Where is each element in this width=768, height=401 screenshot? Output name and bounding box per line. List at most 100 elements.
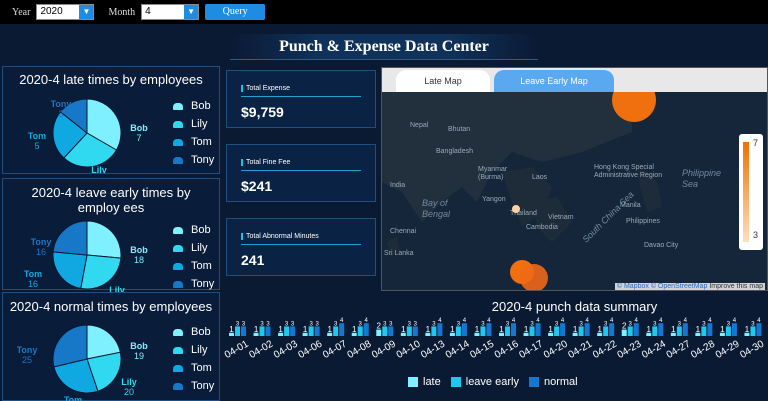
legend-item-lily[interactable]: Lily xyxy=(173,341,214,359)
bar-leave-early-04-20 xyxy=(554,326,560,336)
bar-data-label: 4 xyxy=(610,318,614,324)
legend-normal[interactable]: normal xyxy=(528,376,578,388)
legend-label: Tony xyxy=(191,154,215,166)
kpi-value: $241 xyxy=(241,178,273,194)
bar-late-04-21 xyxy=(572,332,578,336)
scale-min: 3 xyxy=(753,230,759,240)
bar-data-label: 3 xyxy=(506,321,510,327)
pie-slice-bob xyxy=(86,220,122,259)
bar-leave-early-04-30 xyxy=(750,326,756,336)
map-label: Vietnam xyxy=(548,214,574,221)
bar-leave-early-04-24 xyxy=(652,326,658,336)
pie-label-value: 19 xyxy=(134,351,144,361)
legend-item-tom[interactable]: Tom xyxy=(173,257,214,275)
bar-data-label: 4 xyxy=(365,318,369,324)
bar-normal-04-23 xyxy=(633,323,639,336)
legend-item-tony[interactable]: Tony xyxy=(173,377,214,395)
map-label: Myanmar (Burma) xyxy=(478,166,508,181)
normal-pie-chart: Bob19Lily20Tom23Tony25 xyxy=(17,324,148,401)
late-pie-chart: Bob7Lily6Tom5Tony3 xyxy=(28,98,148,173)
bar-late-04-08 xyxy=(351,332,357,336)
bar-data-label: 4 xyxy=(561,318,565,324)
legend-item-tom[interactable]: Tom xyxy=(173,133,214,151)
pie-label-name: Lily xyxy=(109,285,125,293)
bar-data-label: 2 xyxy=(377,322,382,331)
bar-data-label: 3 xyxy=(432,321,436,327)
pie-slice-lily xyxy=(63,132,118,168)
scale-max: 7 xyxy=(753,138,759,148)
bar-data-label: 3 xyxy=(291,321,295,327)
legend-item-tom[interactable]: Tom xyxy=(173,359,214,377)
pie-label-name: Lily xyxy=(121,377,137,387)
bar-data-label: 1 xyxy=(426,325,431,334)
x-tick-label: 04-09 xyxy=(370,338,398,361)
bar-data-label: 3 xyxy=(653,321,657,327)
legend-item-tony[interactable]: Tony xyxy=(173,151,214,169)
bar-normal-04-02 xyxy=(265,326,271,336)
bar-data-label: 3 xyxy=(285,321,289,327)
legend-item-bob[interactable]: Bob xyxy=(173,221,214,239)
bar-data-label: 3 xyxy=(457,321,461,327)
legend-item-bob[interactable]: Bob xyxy=(173,97,214,115)
chevron-down-icon[interactable]: ▼ xyxy=(184,5,199,19)
bar-leave-early-04-21 xyxy=(578,326,584,336)
x-tick-label: 04-24 xyxy=(640,338,668,361)
chevron-down-icon[interactable]: ▼ xyxy=(79,5,94,19)
bar-data-label: 4 xyxy=(635,318,639,324)
month-select[interactable]: 4 ▼ xyxy=(141,4,200,20)
legend-leave-early[interactable]: leave early xyxy=(450,376,519,388)
bar-data-label: 4 xyxy=(536,318,540,324)
map-label: Chennai xyxy=(390,228,417,235)
bar-late-04-02 xyxy=(253,332,259,336)
legend-item-lily[interactable]: Lily xyxy=(173,115,214,133)
osm-link[interactable]: © OpenStreetMap xyxy=(650,283,708,290)
x-tick-label: 04-07 xyxy=(321,338,349,361)
legend-swatch xyxy=(173,226,183,234)
bar-data-label: 3 xyxy=(629,321,633,327)
bar-data-label: 3 xyxy=(678,321,682,327)
x-tick-label: 04-16 xyxy=(493,338,521,361)
mapbox-link[interactable]: © Mapbox xyxy=(616,283,649,290)
bar-data-label: 2 xyxy=(622,322,627,331)
bar-data-label: 4 xyxy=(708,318,712,324)
legend-swatch xyxy=(173,244,183,252)
legend-swatch xyxy=(408,377,418,387)
x-tick-label: 04-15 xyxy=(468,338,496,361)
bar-data-label: 4 xyxy=(684,318,688,324)
pie-label-value: 16 xyxy=(36,247,46,257)
pie-label-name: Lily xyxy=(91,165,107,173)
legend-swatch xyxy=(528,377,539,387)
bar-leave-early-04-09 xyxy=(382,326,388,336)
bar-leave-early-04-13 xyxy=(431,326,437,336)
improve-map-link[interactable]: Improve this map xyxy=(709,283,763,290)
bar-late-04-14 xyxy=(449,332,455,336)
bar-normal-04-15 xyxy=(486,323,492,336)
legend-item-bob[interactable]: Bob xyxy=(173,323,214,341)
bar-data-label: 3 xyxy=(266,321,270,327)
bar-data-label: 4 xyxy=(733,318,737,324)
tab-late-map[interactable]: Late Map xyxy=(396,70,490,92)
year-select[interactable]: 2020 ▼ xyxy=(36,4,95,20)
legend-swatch xyxy=(173,120,183,128)
summary-title: 2020-4 punch data summary xyxy=(491,299,658,314)
bar-normal-04-06 xyxy=(314,326,320,336)
kpi-total-fine-fee: Total Fine Fee $241 xyxy=(226,144,376,202)
bar-data-label: 4 xyxy=(757,318,761,324)
color-scale: 7 3 xyxy=(739,134,763,250)
pie-slice-lily xyxy=(86,351,122,392)
query-button[interactable]: Query xyxy=(205,4,266,20)
bar-data-label: 1 xyxy=(303,325,308,334)
month-value: 4 xyxy=(145,6,151,17)
bar-data-label: 1 xyxy=(327,325,332,334)
tab-leave-early-map[interactable]: Leave Early Map xyxy=(494,70,614,92)
bar-normal-04-01 xyxy=(241,326,246,336)
legend-item-tony[interactable]: Tony xyxy=(173,275,214,293)
map-view[interactable]: Nepal Bhutan Bangladesh India Myanmar (B… xyxy=(382,92,767,290)
bar-leave-early-04-15 xyxy=(480,326,486,336)
map-attribution: © Mapbox © OpenStreetMap Improve this ma… xyxy=(614,283,765,290)
bar-normal-04-03 xyxy=(290,326,296,336)
legend-swatch xyxy=(173,280,183,288)
legend-late[interactable]: late xyxy=(408,376,441,388)
pie-label-value: 25 xyxy=(22,355,32,365)
legend-item-lily[interactable]: Lily xyxy=(173,239,214,257)
